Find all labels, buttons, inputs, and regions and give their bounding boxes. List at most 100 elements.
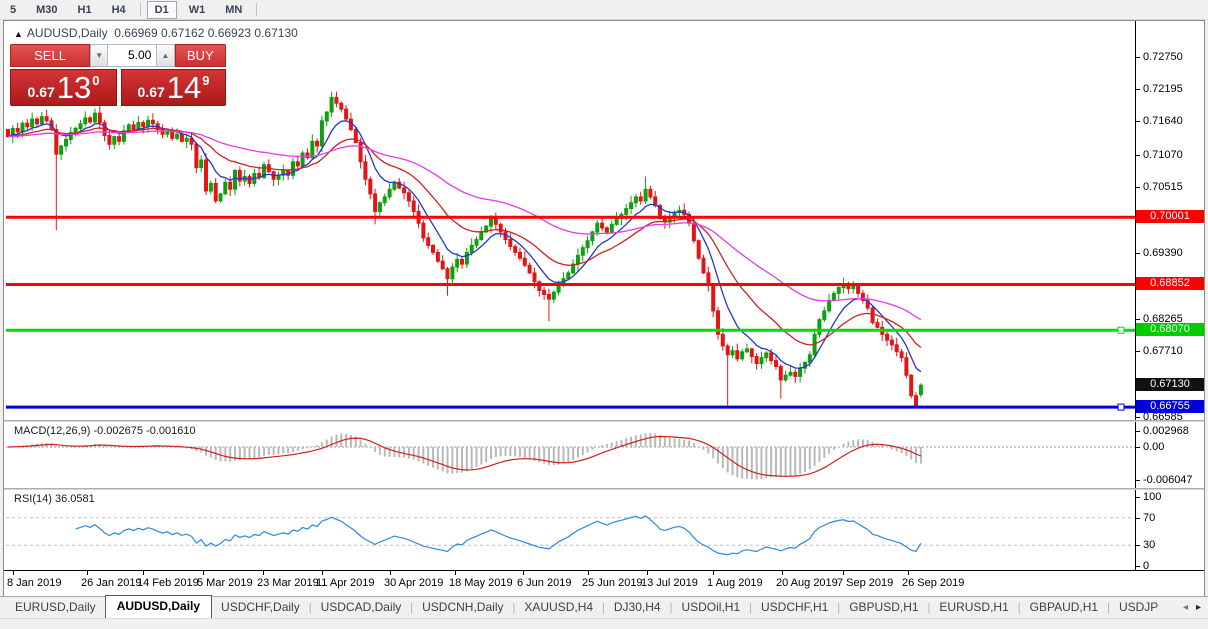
candle-body — [542, 289, 547, 295]
candle-body — [310, 140, 315, 159]
candle-body — [305, 152, 310, 159]
period-button-w1[interactable]: W1 — [188, 3, 206, 16]
sell-button[interactable]: SELL — [10, 44, 91, 67]
candle-body — [300, 152, 305, 167]
candle-body — [469, 244, 474, 253]
candle-body — [914, 395, 918, 407]
candle-body — [479, 231, 484, 240]
chart-tab-bar: EURUSD,Daily AUDUSD,Daily USDCHF,Daily | USD… — [0, 595, 1208, 618]
date-tick — [322, 571, 323, 575]
candle-body — [411, 200, 416, 212]
tab-gbpusd-h1[interactable]: GBPUSD,H1 — [849, 600, 919, 614]
candle-body — [78, 123, 83, 130]
footer-strip — [0, 618, 1208, 629]
candle-body — [431, 244, 435, 253]
tab-usdjp[interactable]: USDJP — [1118, 600, 1159, 614]
tab-scroll-left-icon[interactable]: ◂ — [1182, 602, 1188, 613]
volume-decrease-button[interactable]: ▼ — [90, 44, 109, 67]
price-tick-dash — [1136, 253, 1140, 254]
candle-body — [899, 351, 904, 359]
rsi-chart-canvas[interactable] — [6, 490, 1135, 569]
tab-eurusd-daily[interactable]: EURUSD,Daily — [15, 600, 96, 614]
candle-body — [92, 112, 97, 123]
candle-body — [648, 188, 653, 198]
tab-scroll-right-icon[interactable]: ▸ — [1195, 602, 1201, 613]
period-button-h4[interactable]: H4 — [111, 3, 126, 16]
candle-body — [716, 310, 720, 335]
date-label: 18 May 2019 — [449, 577, 513, 589]
candle-body — [237, 170, 242, 182]
candle-body — [233, 170, 237, 190]
date-tick — [143, 571, 144, 575]
candle-body — [822, 310, 827, 321]
candle-body — [184, 137, 189, 142]
volume-input[interactable]: 5.00 — [108, 44, 157, 67]
buy-button[interactable]: BUY — [174, 44, 227, 67]
one-click-collapse-icon[interactable]: ▲ — [14, 29, 23, 39]
price-tick-dash — [1136, 89, 1140, 90]
panel-splitter[interactable] — [4, 488, 1204, 490]
candle-body — [54, 129, 59, 155]
period-button-m30[interactable]: M30 — [36, 3, 58, 16]
candle-body — [691, 222, 696, 242]
candle-body — [406, 192, 411, 202]
price-axis-line — [1135, 21, 1136, 570]
candle-body — [885, 333, 890, 341]
candle-body — [638, 196, 643, 202]
level-handle[interactable] — [1117, 403, 1125, 411]
period-button-d1[interactable]: D1 — [146, 0, 177, 19]
chart-title: ▲ AUDUSD,Daily 0.66969 0.67162 0.66923 0.… — [14, 26, 298, 40]
candle-body — [870, 307, 875, 324]
candle-body — [696, 240, 701, 259]
tab-usdchf-daily[interactable]: USDCHF,Daily — [221, 600, 300, 614]
macd-chart-canvas[interactable] — [6, 422, 1135, 488]
tab-usdoil-h1[interactable]: USDOil,H1 — [681, 600, 741, 614]
tab-gbpaud-h1[interactable]: GBPAUD,H1 — [1029, 600, 1099, 614]
candle-body — [353, 129, 358, 143]
volume-increase-button[interactable]: ▲ — [156, 44, 175, 67]
ma-line-21 — [7, 127, 922, 349]
candle-body — [532, 272, 537, 283]
candle-body — [315, 140, 320, 147]
tab-audusd-daily[interactable]: AUDUSD,Daily — [104, 595, 213, 618]
candle-body — [387, 188, 392, 198]
date-label: 1 Aug 2019 — [707, 577, 763, 589]
candle-body — [600, 222, 605, 229]
tab-separator: | — [669, 602, 673, 614]
price-chart-canvas[interactable] — [6, 21, 1135, 420]
tab-usdchf-h1[interactable]: USDCHF,H1 — [760, 600, 829, 614]
sell-price-pip: 0 — [92, 73, 100, 88]
candle-body — [213, 182, 218, 202]
period-button-mn[interactable]: MN — [225, 3, 243, 16]
macd-tick-dash — [1136, 447, 1140, 448]
candle-body — [83, 117, 88, 125]
tab-scroll-arrows: ◂ ▸ — [1179, 597, 1208, 618]
tab-eurusd-h1[interactable]: EURUSD,H1 — [939, 600, 1009, 614]
candle-body — [208, 182, 213, 192]
candle-body — [20, 122, 25, 133]
sell-quote[interactable]: 0.67 13 0 — [10, 69, 117, 106]
tab-usdcad-daily[interactable]: USDCAD,Daily — [320, 600, 402, 614]
ohlc-values: 0.66969 0.67162 0.66923 0.67130 — [114, 26, 298, 40]
candle-body — [817, 319, 822, 335]
buy-quote[interactable]: 0.67 14 9 — [121, 69, 226, 106]
rsi-tick-dash — [1136, 518, 1140, 519]
macd-tick-label: 0.002968 — [1143, 425, 1189, 437]
candle-body — [334, 96, 339, 104]
candle-body — [783, 374, 788, 381]
period-button-5[interactable]: 5 — [10, 3, 17, 16]
candle-body — [793, 371, 798, 377]
level-handle[interactable] — [1117, 326, 1125, 334]
candle-body — [445, 268, 450, 280]
period-button-h1[interactable]: H1 — [77, 3, 92, 16]
candle-body — [701, 257, 706, 274]
tab-usdcnh-daily[interactable]: USDCNH,Daily — [422, 600, 504, 614]
candle-body — [831, 292, 836, 301]
candle-body — [373, 193, 378, 212]
candle-body — [150, 119, 155, 125]
candle-body — [590, 231, 595, 242]
tab-xauusd-h4[interactable]: XAUUSD,H4 — [524, 600, 594, 614]
panel-splitter[interactable] — [4, 420, 1204, 422]
candle-body — [141, 122, 146, 128]
tab-dj30-h4[interactable]: DJ30,H4 — [613, 600, 661, 614]
